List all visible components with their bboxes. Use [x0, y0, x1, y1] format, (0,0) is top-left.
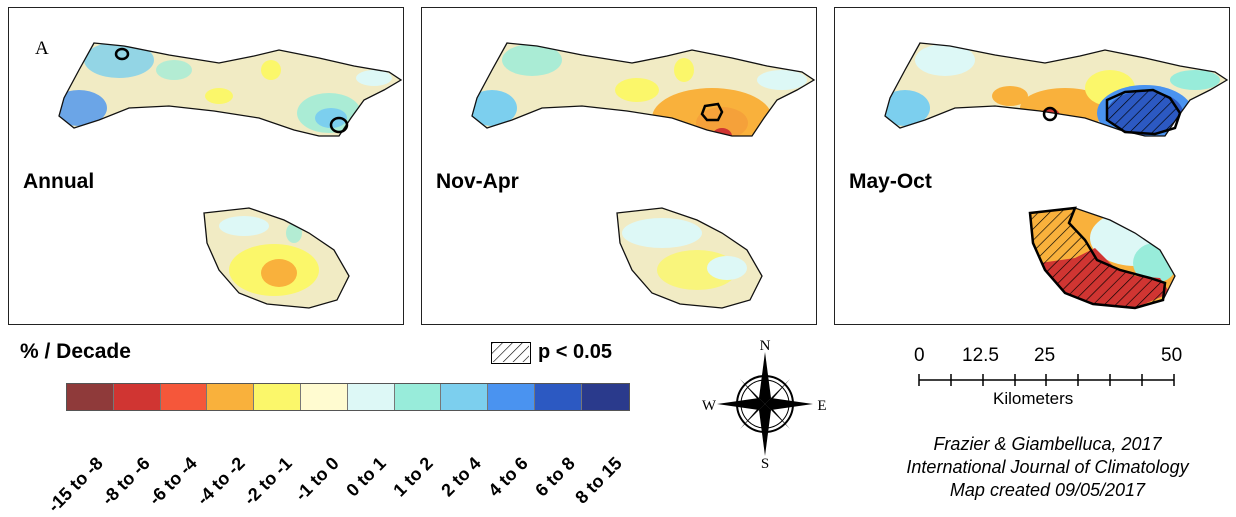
legend-tick-label: -4 to -2: [192, 453, 249, 509]
legend-tick-label: 0 to 1: [342, 453, 390, 501]
legend-tick-label: -15 to -8: [43, 453, 107, 517]
legend-swatch: [488, 384, 535, 410]
legend-tick-label: -2 to -1: [239, 453, 296, 509]
legend-tick-label: 8 to 15: [571, 453, 626, 508]
legend-swatch: [347, 384, 395, 410]
compass-e: E: [817, 398, 826, 414]
legend-swatch: [534, 384, 582, 410]
significance-label: p < 0.05: [538, 341, 612, 363]
compass-w: W: [702, 398, 717, 414]
legend-tick-label: 2 to 4: [436, 453, 485, 501]
legend-swatch: [254, 384, 301, 410]
legend-title: % / Decade: [20, 340, 131, 363]
scale-unit: Kilometers: [993, 389, 1074, 408]
legend-swatch: [113, 384, 161, 410]
significance-swatch: [491, 342, 531, 364]
map-nov-apr: [471, 42, 816, 309]
map-panel-annual: A Annual: [8, 7, 404, 325]
legend-swatch: [207, 384, 255, 410]
credit-authors: Frazier & Giambelluca, 2017: [933, 434, 1162, 454]
compass-s: S: [761, 456, 769, 470]
map-panel-may-oct: May-Oct: [834, 7, 1230, 325]
scale-tick-0: 0: [914, 345, 925, 366]
panel-title-nov-apr: Nov-Apr: [436, 170, 519, 193]
panel-letter: A: [35, 38, 49, 59]
legend-swatch: [300, 384, 348, 410]
legend-swatch: [394, 384, 442, 410]
scale-tick-25: 25: [1034, 345, 1056, 366]
legend-tick-label: 1 to 2: [389, 453, 438, 501]
legend-tick-label: -6 to -4: [145, 453, 202, 509]
legend-swatch: [160, 384, 208, 410]
legend-swatch: [67, 384, 114, 410]
credit-journal: International Journal of Climatology: [906, 457, 1189, 477]
legend-tick-label: -8 to -6: [98, 453, 154, 509]
compass-rose-icon: N S E W: [702, 340, 827, 470]
map-may-oct: [884, 42, 1229, 310]
map-annual: [58, 42, 403, 309]
legend-swatch: [581, 384, 629, 410]
map-panel-nov-apr: Nov-Apr: [421, 7, 817, 325]
legend-tick-label: -1 to 0: [291, 453, 343, 505]
scale-tick-12-5: 12.5: [962, 345, 999, 366]
compass-n: N: [760, 340, 771, 354]
legend-tick-label: 4 to 6: [484, 453, 532, 501]
color-legend: [66, 383, 630, 411]
scale-tick-50: 50: [1161, 345, 1183, 366]
legend-swatch: [441, 384, 489, 410]
panel-title-annual: Annual: [23, 170, 95, 193]
scale-bar: [918, 374, 1175, 386]
panel-title-may-oct: May-Oct: [849, 170, 932, 193]
credit-date: Map created 09/05/2017: [949, 480, 1146, 500]
